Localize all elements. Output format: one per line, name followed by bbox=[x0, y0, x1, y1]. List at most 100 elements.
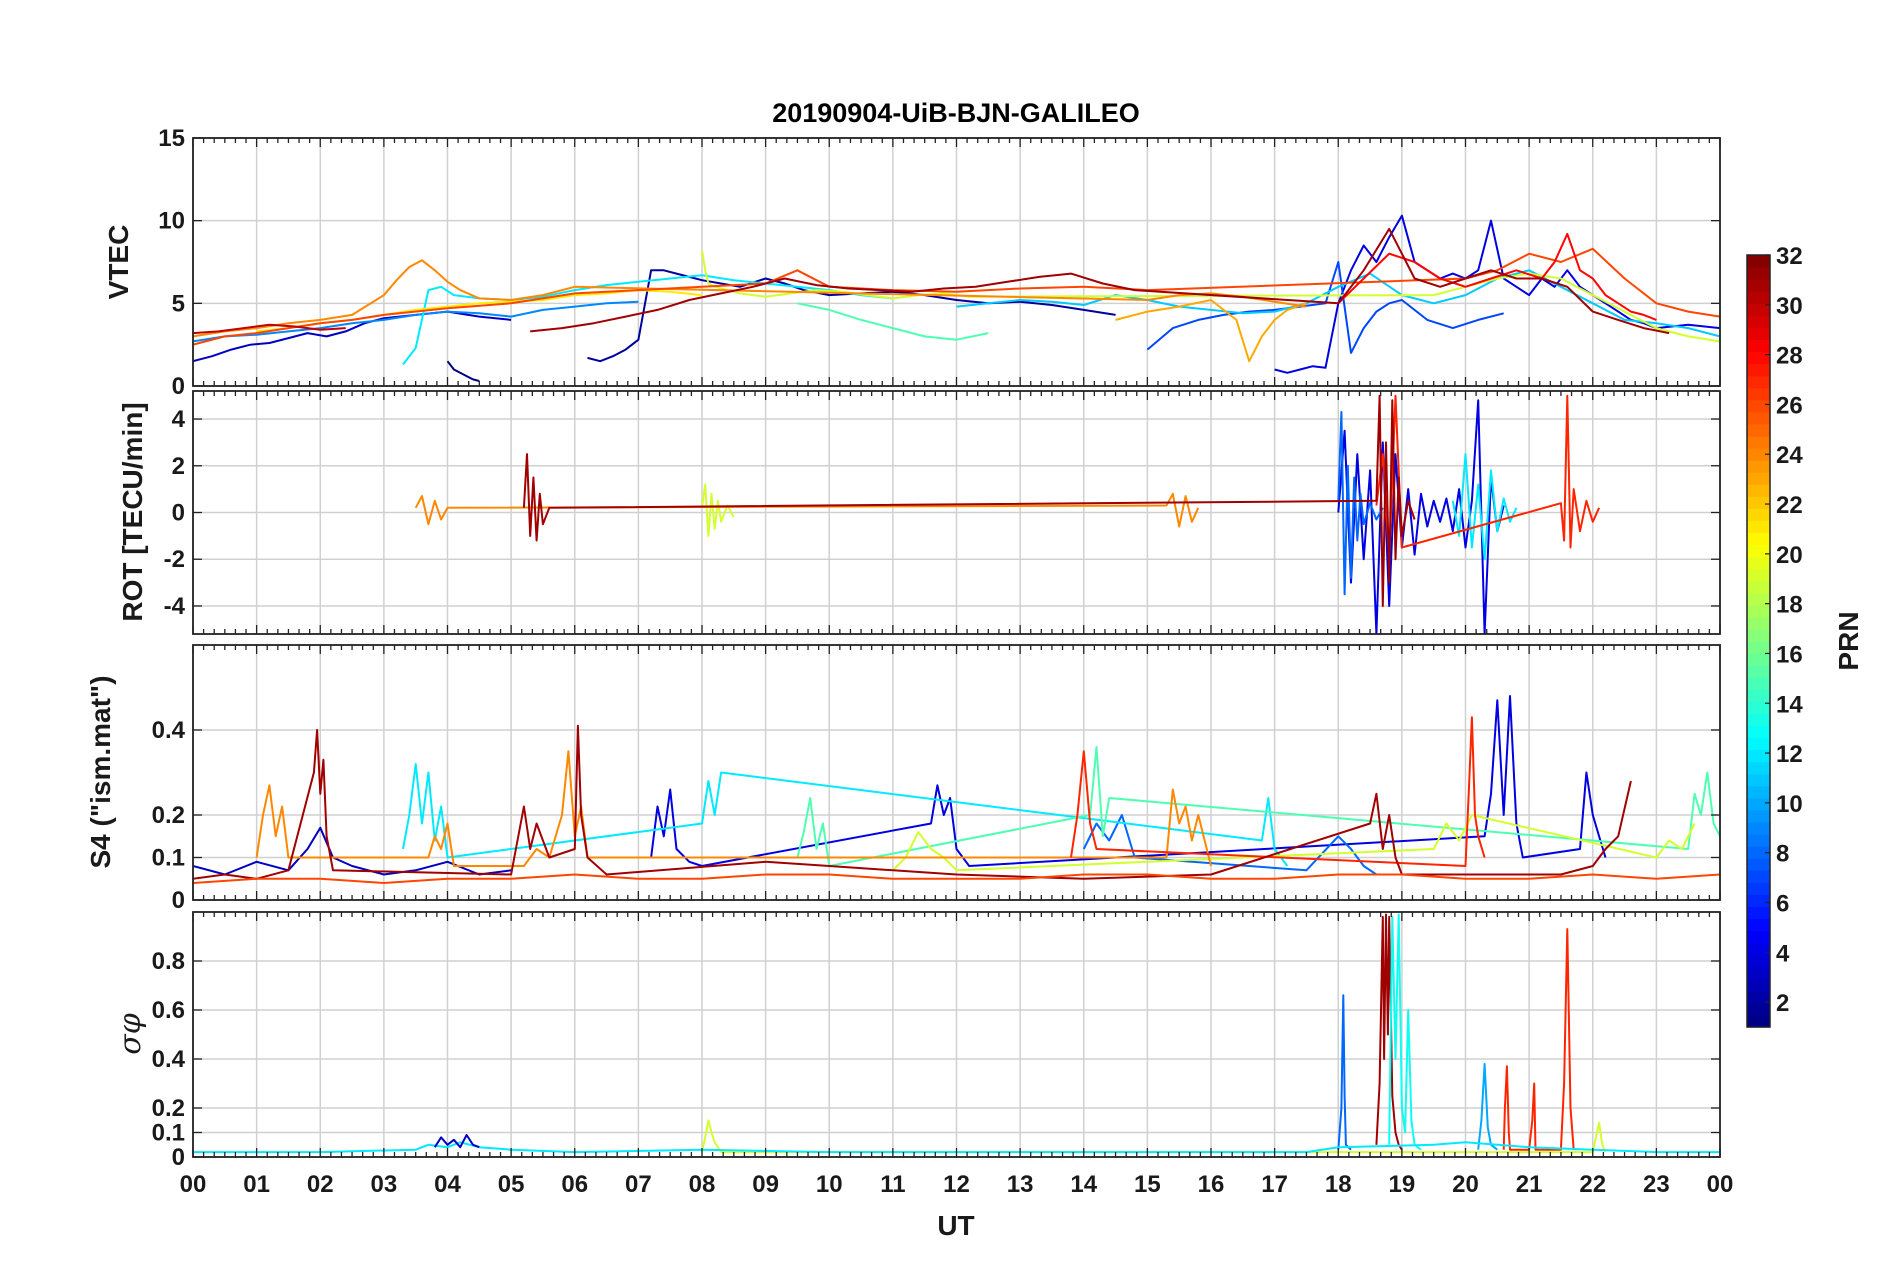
colorbar-swatch bbox=[1747, 846, 1770, 859]
colorbar-swatch bbox=[1747, 303, 1770, 316]
colorbar-swatch bbox=[1747, 737, 1770, 751]
series-s4-prn-4 bbox=[650, 695, 1607, 867]
colorbar-swatch bbox=[1747, 387, 1770, 401]
colorbar-swatch bbox=[1747, 677, 1770, 690]
colorbar-swatch bbox=[1747, 689, 1770, 702]
panel-s4: 0 0.1 0.2 0.4 S4 ("ism.mat") bbox=[85, 644, 1721, 914]
colorbar-swatch bbox=[1747, 435, 1770, 449]
colorbar-swatch bbox=[1747, 339, 1770, 353]
panel-vtec: 0 5 10 15 VTEC bbox=[103, 125, 1721, 400]
colorbar-swatch bbox=[1747, 628, 1770, 642]
x-tick-label: 05 bbox=[498, 1171, 525, 1198]
colorbar-swatch bbox=[1747, 930, 1770, 944]
series-rot-prn-12 bbox=[1451, 453, 1518, 561]
series-vtec-prn-1 bbox=[446, 360, 480, 382]
panel-sigma-ytick-label: 0.6 bbox=[152, 997, 185, 1024]
colorbar-swatch bbox=[1747, 351, 1770, 365]
colorbar-swatch bbox=[1747, 785, 1770, 799]
colorbar-swatch bbox=[1747, 508, 1770, 521]
colorbar-swatch bbox=[1747, 267, 1770, 280]
colorbar-swatch bbox=[1747, 556, 1770, 570]
series-vtec-prn-11 bbox=[956, 269, 1720, 338]
panel-s4-ytick-label: 0.4 bbox=[152, 717, 186, 744]
colorbar-tick-label: 22 bbox=[1776, 492, 1803, 519]
panel-s4-ylabel: S4 ("ism.mat") bbox=[85, 675, 116, 868]
colorbar-swatch bbox=[1747, 568, 1770, 582]
colorbar-swatch bbox=[1747, 327, 1770, 341]
colorbar-swatch bbox=[1747, 834, 1770, 847]
x-tick-label: 03 bbox=[371, 1171, 398, 1198]
panel-sigma: 00.10.2 0.4 0.6 0.8 σφ bbox=[113, 911, 1721, 1171]
panel-sigma-ylabel: σφ bbox=[113, 1013, 148, 1054]
panel-vtec-ytick-label: 15 bbox=[158, 125, 185, 152]
colorbar-swatch bbox=[1747, 472, 1770, 485]
series-rot-prn-19 bbox=[701, 483, 735, 537]
x-tick-label: 02 bbox=[307, 1171, 334, 1198]
colorbar-swatch bbox=[1747, 918, 1770, 932]
colorbar-swatch bbox=[1747, 616, 1770, 630]
colorbar-swatch bbox=[1747, 773, 1770, 787]
colorbar-swatch bbox=[1747, 363, 1770, 377]
colorbar-tick-label: 4 bbox=[1776, 940, 1790, 967]
colorbar-swatch bbox=[1747, 821, 1770, 835]
colorbar-swatch bbox=[1747, 460, 1770, 473]
x-tick-label: 01 bbox=[243, 1171, 270, 1198]
x-tick-label: 13 bbox=[1007, 1171, 1034, 1198]
panel-sigma-ytick-label: 0.2 bbox=[152, 1095, 185, 1122]
x-tick-label: 04 bbox=[434, 1171, 461, 1198]
colorbar-swatch bbox=[1747, 496, 1770, 509]
colorbar-tick-label: 32 bbox=[1776, 243, 1803, 270]
colorbar-tick-label: 30 bbox=[1776, 293, 1803, 320]
colorbar-tick-label: 20 bbox=[1776, 542, 1803, 569]
x-tick-label: 18 bbox=[1325, 1171, 1352, 1198]
panel-sigma-ytick-label: 0.8 bbox=[152, 948, 185, 975]
panel-rot-ytick-label: 0 bbox=[172, 500, 185, 527]
colorbar-swatch bbox=[1747, 725, 1770, 739]
series-vtec-prn-30 bbox=[193, 323, 346, 335]
colorbar-swatch bbox=[1747, 315, 1770, 328]
colorbar-swatch bbox=[1747, 592, 1770, 606]
x-tick-label: 00 bbox=[1707, 1171, 1734, 1198]
colorbar-tick-label: 18 bbox=[1776, 592, 1803, 619]
x-tick-label: 19 bbox=[1389, 1171, 1416, 1198]
colorbar-swatch bbox=[1747, 942, 1770, 956]
colorbar-frame bbox=[1746, 254, 1771, 1028]
panel-vtec-ytick-label: 10 bbox=[158, 208, 185, 235]
panel-rot-frame bbox=[192, 390, 1721, 635]
series-vtec-prn-7 bbox=[1146, 261, 1504, 354]
panel-s4-ytick-label: 0.2 bbox=[152, 802, 185, 829]
colorbar-tick-label: 16 bbox=[1776, 641, 1803, 668]
series-rot-prn-4 bbox=[1337, 399, 1505, 634]
panel-rot-ytick-label: 2 bbox=[172, 453, 185, 480]
x-tick-label: 21 bbox=[1516, 1171, 1543, 1198]
panel-rot-ytick-label: -4 bbox=[164, 593, 186, 620]
panel-s4-ytick-label: 0 bbox=[172, 887, 185, 914]
panel-rot-ytick-label: -2 bbox=[164, 546, 185, 573]
series-rot-prn-8 bbox=[1337, 411, 1384, 596]
colorbar-swatch bbox=[1747, 797, 1770, 811]
x-tick-label: 09 bbox=[752, 1171, 779, 1198]
series-s4-prn-24 bbox=[255, 750, 1212, 867]
colorbar-swatch bbox=[1747, 291, 1770, 304]
colorbar-swatch bbox=[1747, 532, 1770, 546]
x-axis-label: UT bbox=[937, 1210, 974, 1241]
series-rot-prn-24 bbox=[414, 492, 1200, 528]
colorbar-swatch bbox=[1747, 882, 1770, 895]
panel-s4-ytick-label: 0.1 bbox=[152, 845, 185, 872]
series-vtec-prn-31 bbox=[530, 227, 1670, 335]
colorbar-swatch bbox=[1747, 399, 1770, 413]
colorbar-label: PRN bbox=[1833, 611, 1864, 670]
panel-vtec-series bbox=[193, 214, 1720, 382]
x-tick-label: 20 bbox=[1452, 1171, 1479, 1198]
x-tick-label: 11 bbox=[880, 1171, 905, 1198]
colorbar-swatch bbox=[1747, 520, 1770, 534]
colorbar-swatch bbox=[1747, 894, 1770, 907]
panel-sigma-frame bbox=[192, 911, 1721, 1158]
panel-sigma-ytick-label: 0.4 bbox=[152, 1046, 186, 1073]
x-tick-label: 12 bbox=[943, 1171, 970, 1198]
colorbar-swatch bbox=[1747, 279, 1770, 292]
colorbar-tick-label: 6 bbox=[1776, 890, 1789, 917]
series-vtec-prn-15 bbox=[797, 302, 989, 341]
colorbar-swatch bbox=[1747, 411, 1770, 425]
